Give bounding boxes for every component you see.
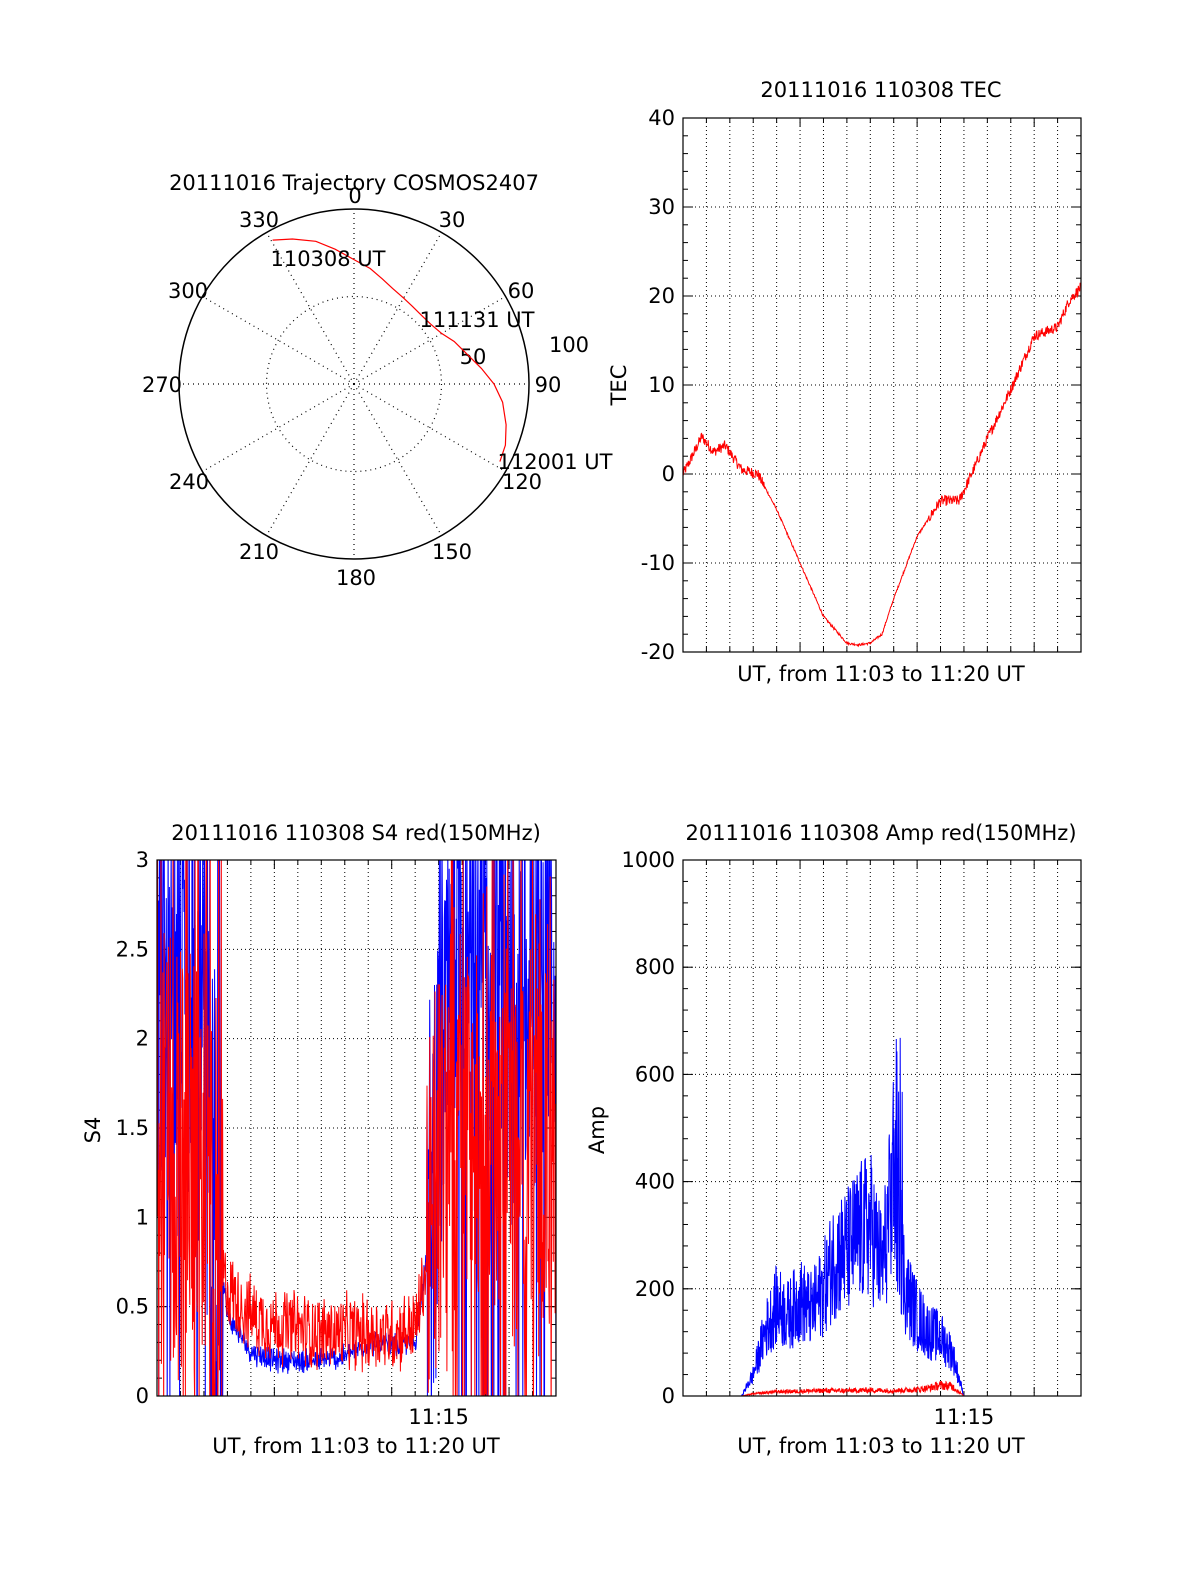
y-tick-label: 1.5 bbox=[116, 1116, 149, 1140]
polar-angle-label: 120 bbox=[502, 470, 542, 494]
y-tick-label: 40 bbox=[648, 106, 675, 130]
data-series-line bbox=[157, 860, 556, 1396]
y-tick-label: -10 bbox=[641, 551, 675, 575]
plot-frame bbox=[682, 859, 1082, 1397]
polar-angle-label: 30 bbox=[439, 208, 466, 232]
y-tick-label: 30 bbox=[648, 195, 675, 219]
y-tick-label: 600 bbox=[635, 1062, 675, 1086]
trajectory-annotation: 112001 UT bbox=[497, 450, 612, 474]
x-tick-label: 11:15 bbox=[934, 1405, 995, 1429]
y-axis-label: TEC bbox=[607, 365, 631, 407]
chart-title: 20111016 110308 Amp red(150MHz) bbox=[685, 821, 1076, 845]
polar-angle-label: 0 bbox=[348, 184, 361, 208]
polar-chart: 20111016 Trajectory COSMOS2407 0 30 60 90 12… bbox=[142, 171, 613, 590]
polar-spoke bbox=[265, 232, 355, 385]
polar-ring bbox=[265, 295, 443, 473]
polar-spoke bbox=[265, 383, 355, 536]
grid-lines bbox=[683, 118, 1081, 652]
series-group bbox=[683, 282, 1081, 648]
data-series-line bbox=[683, 1037, 1081, 1396]
y-tick-label: -20 bbox=[641, 640, 675, 664]
y-tick-label: 0 bbox=[662, 462, 675, 486]
s4-chart: 20111016 110308 S4 red(150MHz) UT, from … bbox=[81, 821, 557, 1458]
y-tick-label: 3 bbox=[136, 848, 149, 872]
data-series-line bbox=[683, 1380, 1081, 1396]
polar-spoke bbox=[202, 295, 355, 385]
data-series-line bbox=[683, 282, 1081, 648]
plot-frame bbox=[156, 859, 557, 1397]
tec-chart: 20111016 110308 TEC UT, from 11:03 to 11… bbox=[607, 78, 1082, 686]
polar-angle-label: 300 bbox=[168, 279, 208, 303]
series-group bbox=[683, 1037, 1081, 1396]
polar-outer-ring bbox=[178, 208, 530, 560]
y-tick-label: 20 bbox=[648, 284, 675, 308]
x-tick-label: 11:15 bbox=[408, 1405, 469, 1429]
y-axis-label: Amp bbox=[585, 1106, 609, 1154]
trajectory-annotation: 111131 UT bbox=[419, 308, 534, 332]
polar-angle-label: 240 bbox=[169, 470, 209, 494]
y-tick-label: 200 bbox=[635, 1277, 675, 1301]
amp-chart: 20111016 110308 Amp red(150MHz) UT, from… bbox=[585, 821, 1082, 1458]
polar-angle-label: 180 bbox=[336, 566, 376, 590]
x-axis-label: UT, from 11:03 to 11:20 UT bbox=[737, 1434, 1025, 1458]
polar-spoke bbox=[202, 383, 355, 473]
trajectory-annotation: 110308 UT bbox=[270, 247, 385, 271]
polar-angle-label: 210 bbox=[239, 540, 279, 564]
y-tick-label: 400 bbox=[635, 1170, 675, 1194]
chart-title: 20111016 110308 S4 red(150MHz) bbox=[171, 821, 541, 845]
y-tick-label: 2.5 bbox=[116, 937, 149, 961]
y-tick-label: 0 bbox=[136, 1384, 149, 1408]
polar-spoke bbox=[353, 295, 506, 385]
chart-title: 20111016 110308 TEC bbox=[760, 78, 1001, 102]
chart-title: 20111016 Trajectory COSMOS2407 bbox=[169, 171, 539, 195]
polar-angle-label: 60 bbox=[508, 279, 535, 303]
polar-angle-label: 90 bbox=[535, 373, 562, 397]
polar-spoke bbox=[353, 383, 506, 473]
y-tick-label: 0 bbox=[662, 1384, 675, 1408]
x-axis-label: UT, from 11:03 to 11:20 UT bbox=[212, 1434, 500, 1458]
polar-spoke bbox=[353, 232, 443, 385]
polar-radius-label: 100 bbox=[549, 333, 589, 357]
y-tick-label: 800 bbox=[635, 955, 675, 979]
y-tick-label: 2 bbox=[136, 1027, 149, 1051]
plot-frame bbox=[682, 117, 1082, 653]
polar-radius-label: 50 bbox=[460, 345, 487, 369]
y-tick-label: 10 bbox=[648, 373, 675, 397]
polar-spoke bbox=[353, 383, 443, 536]
polar-angle-label: 150 bbox=[432, 540, 472, 564]
y-tick-label: 0.5 bbox=[116, 1295, 149, 1319]
series-group bbox=[157, 860, 556, 1396]
x-axis-label: UT, from 11:03 to 11:20 UT bbox=[737, 662, 1025, 686]
y-tick-label: 1000 bbox=[622, 848, 675, 872]
trajectory-line bbox=[272, 238, 507, 462]
grid-lines bbox=[683, 860, 1081, 1396]
y-axis-label: S4 bbox=[81, 1117, 105, 1144]
polar-angle-label: 270 bbox=[142, 373, 182, 397]
polar-angle-label: 330 bbox=[239, 208, 279, 232]
y-tick-label: 1 bbox=[136, 1205, 149, 1229]
